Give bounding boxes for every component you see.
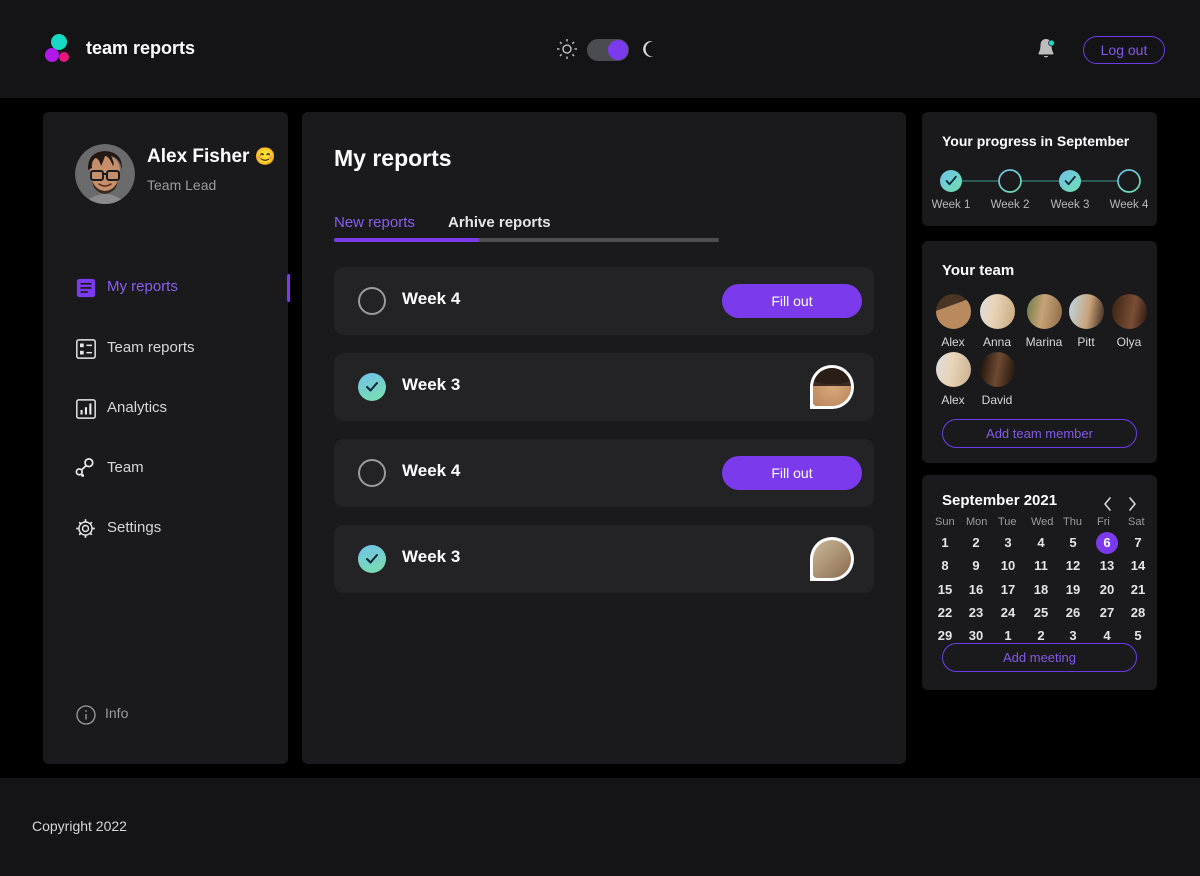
svg-text:Week 3: Week 3 — [1051, 199, 1090, 211]
svg-text:Week 4: Week 4 — [1110, 199, 1149, 211]
svg-text:Week 1: Week 1 — [932, 199, 971, 211]
svg-text:Week 2: Week 2 — [991, 199, 1030, 211]
